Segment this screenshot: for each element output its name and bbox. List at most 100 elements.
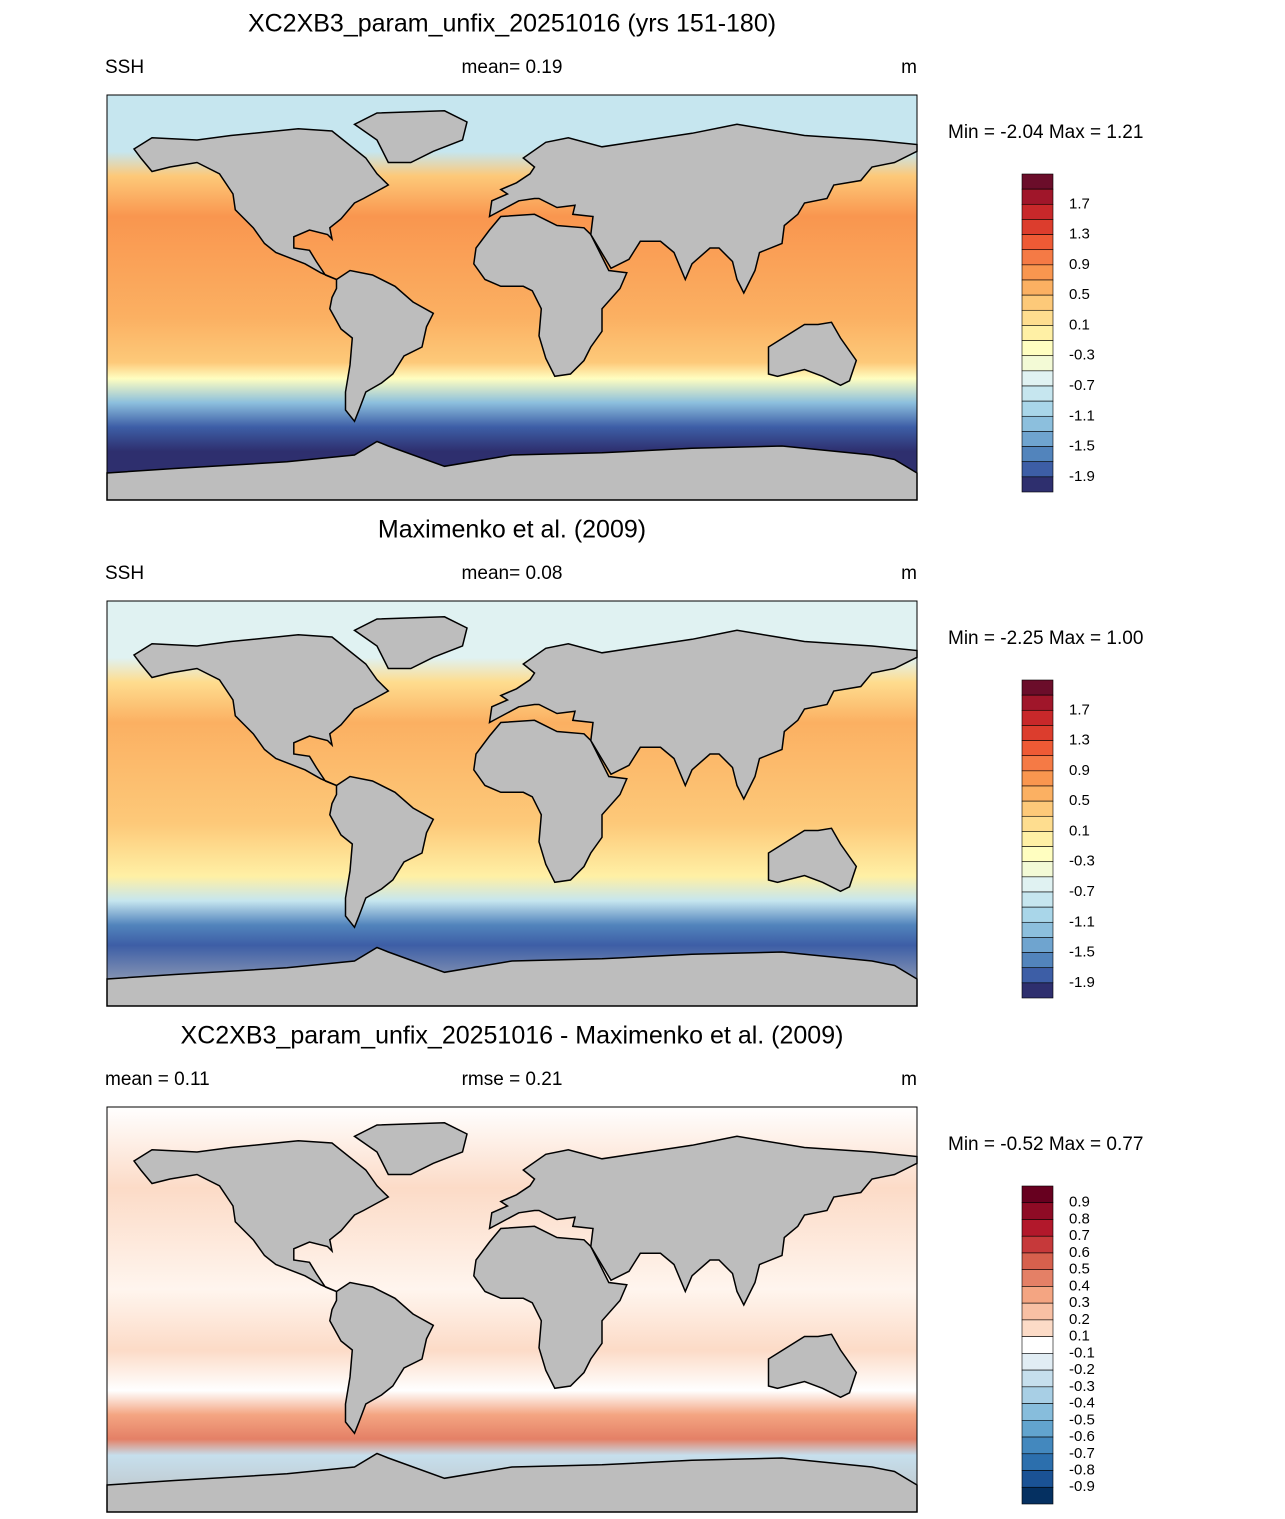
colorbar-box bbox=[1021, 1235, 1054, 1254]
colorbar-box bbox=[1021, 1252, 1054, 1270]
colorbar-box bbox=[1021, 325, 1054, 341]
colorbar-box bbox=[1021, 188, 1054, 205]
center-label: rmse = 0.21 bbox=[462, 1069, 563, 1090]
colorbar-label: -1.5 bbox=[1069, 944, 1095, 961]
land bbox=[329, 775, 435, 929]
panel-title: Maximenko et al. (2009) bbox=[378, 516, 646, 544]
land bbox=[132, 128, 390, 281]
land bbox=[767, 1333, 858, 1399]
colorbar-label: 0.7 bbox=[1069, 1227, 1090, 1244]
colorbar-label: -0.5 bbox=[1069, 1411, 1095, 1428]
land bbox=[132, 1140, 390, 1293]
left-label: SSH bbox=[105, 57, 144, 78]
colorbar-label: 0.9 bbox=[1069, 256, 1090, 273]
colorbar-box bbox=[1021, 1319, 1054, 1337]
min-max: Min = -0.52 Max = 0.77 bbox=[948, 1134, 1143, 1155]
colorbar-label: 1.3 bbox=[1069, 226, 1090, 243]
colorbar-label: -0.9 bbox=[1069, 1478, 1095, 1495]
land bbox=[353, 1122, 468, 1176]
colorbar-label: 0.4 bbox=[1069, 1277, 1090, 1294]
colorbar-box bbox=[1021, 1386, 1054, 1404]
colorbar-box bbox=[1021, 476, 1054, 493]
colorbar-label: 1.3 bbox=[1069, 732, 1090, 749]
colorbar-box bbox=[1021, 982, 1054, 999]
colorbar-box bbox=[1021, 967, 1054, 984]
land bbox=[488, 629, 918, 801]
colorbar-box bbox=[1021, 1369, 1054, 1388]
colorbar-label: 0.5 bbox=[1069, 1261, 1090, 1278]
colorbar-box bbox=[1021, 400, 1054, 417]
land bbox=[488, 123, 918, 295]
colorbar-box bbox=[1021, 1286, 1054, 1304]
colorbar-label: -1.5 bbox=[1069, 438, 1095, 455]
map-frame bbox=[106, 1106, 918, 1513]
colorbar-label: 0.5 bbox=[1069, 286, 1090, 303]
colorbar-box bbox=[1021, 461, 1054, 478]
units-label: m bbox=[901, 57, 917, 78]
colorbar-box bbox=[1021, 740, 1054, 757]
colorbar-label: -0.3 bbox=[1069, 347, 1095, 364]
colorbar-box bbox=[1021, 755, 1054, 772]
colorbar-label: 0.1 bbox=[1069, 1328, 1090, 1345]
colorbar-label: -0.6 bbox=[1069, 1428, 1095, 1445]
land bbox=[132, 634, 390, 787]
colorbar-label: -1.1 bbox=[1069, 913, 1095, 930]
land bbox=[329, 1281, 435, 1435]
units-label: m bbox=[901, 563, 917, 584]
colorbar-box bbox=[1021, 1470, 1054, 1488]
colorbar-box bbox=[1021, 264, 1054, 281]
colorbar-box bbox=[1021, 1436, 1054, 1455]
colorbar-box bbox=[1021, 294, 1054, 311]
colorbar-box bbox=[1021, 921, 1054, 938]
colorbar-label: 1.7 bbox=[1069, 701, 1090, 718]
land bbox=[353, 110, 468, 164]
colorbar-box bbox=[1021, 1202, 1054, 1220]
colorbar-box bbox=[1021, 785, 1054, 802]
panel: Maximenko et al. (2009) SSH mean= 0.08 m Min… bbox=[105, 516, 1143, 1007]
panel: XC2XB3_param_unfix_20251016 - Maximenko … bbox=[105, 1022, 1143, 1513]
min-max: Min = -2.04 Max = 1.21 bbox=[948, 122, 1143, 143]
colorbar-box bbox=[1021, 1403, 1054, 1421]
colorbar-label: -0.7 bbox=[1069, 1445, 1095, 1462]
map-frame bbox=[106, 600, 918, 1007]
land bbox=[488, 1135, 918, 1307]
colorbar-box bbox=[1021, 876, 1054, 893]
colorbar-box bbox=[1021, 1219, 1054, 1237]
colorbar-label: -0.3 bbox=[1069, 853, 1095, 870]
colorbar-box bbox=[1021, 725, 1054, 741]
colorbar-box bbox=[1021, 709, 1054, 726]
colorbar-box bbox=[1021, 1336, 1054, 1354]
colorbar-label: -0.4 bbox=[1069, 1395, 1095, 1412]
colorbar-label: 0.1 bbox=[1069, 316, 1090, 333]
colorbar-label: 0.8 bbox=[1069, 1210, 1090, 1227]
panel-title: XC2XB3_param_unfix_20251016 - Maximenko … bbox=[181, 1022, 844, 1050]
colorbar-box bbox=[1021, 446, 1054, 463]
colorbar-label: 0.2 bbox=[1069, 1311, 1090, 1328]
land bbox=[353, 616, 468, 670]
left-label: mean = 0.11 bbox=[105, 1069, 210, 1090]
colorbar-box bbox=[1021, 891, 1054, 908]
colorbar-box bbox=[1021, 203, 1054, 220]
colorbar-label: 0.1 bbox=[1069, 822, 1090, 839]
panel: XC2XB3_param_unfix_20251016 (yrs 151-180… bbox=[105, 10, 1143, 501]
colorbar-box bbox=[1021, 846, 1054, 863]
colorbar-box bbox=[1021, 234, 1054, 251]
land bbox=[329, 269, 435, 423]
colorbar-box bbox=[1021, 937, 1054, 953]
colorbar-box bbox=[1021, 385, 1054, 402]
colorbar-box bbox=[1021, 679, 1054, 696]
colorbar-label: -0.1 bbox=[1069, 1344, 1095, 1361]
center-label: mean= 0.19 bbox=[462, 57, 563, 78]
colorbar-box bbox=[1021, 279, 1054, 296]
colorbar-box bbox=[1021, 694, 1054, 711]
colorbar-box bbox=[1021, 309, 1054, 326]
colorbar-box bbox=[1021, 1353, 1054, 1371]
colorbar-box bbox=[1021, 1486, 1054, 1505]
land bbox=[767, 321, 858, 387]
colorbar-label: -1.9 bbox=[1069, 974, 1095, 991]
colorbar-box bbox=[1021, 249, 1054, 266]
colorbar-box bbox=[1021, 1453, 1054, 1471]
land bbox=[473, 719, 628, 884]
colorbar-label: 1.7 bbox=[1069, 195, 1090, 212]
